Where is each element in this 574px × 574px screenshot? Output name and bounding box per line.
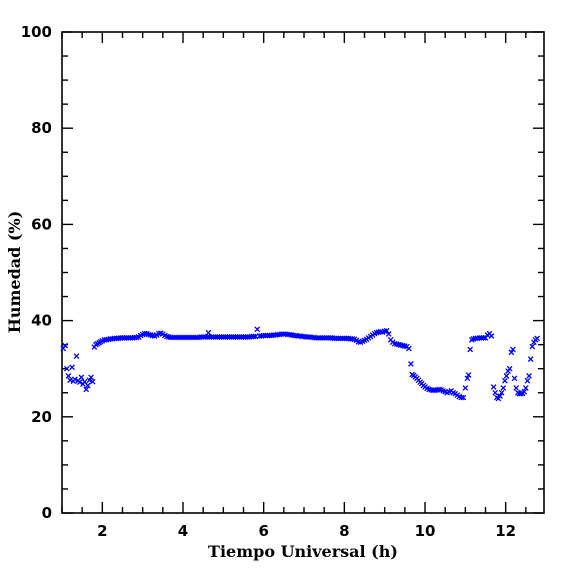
data-point xyxy=(497,393,503,399)
tick-labels: 2 4 6 8 10 12 0 20 40 60 80 100 xyxy=(21,23,516,540)
y-tick-label: 60 xyxy=(31,215,52,233)
data-point xyxy=(88,374,94,381)
x-tick-label: 6 xyxy=(258,522,268,540)
data-point xyxy=(513,385,520,391)
data-point xyxy=(89,378,96,385)
data-point xyxy=(524,377,531,384)
data-point xyxy=(492,389,499,396)
data-point xyxy=(529,343,536,350)
data-point xyxy=(522,385,529,391)
data-point xyxy=(406,345,412,352)
data-point xyxy=(383,327,390,334)
data-point xyxy=(205,329,212,336)
data-point xyxy=(526,373,532,379)
y-tick-label: 80 xyxy=(31,119,52,137)
data-point xyxy=(67,377,73,384)
data-point xyxy=(465,372,472,378)
data-point xyxy=(490,384,497,390)
data-point xyxy=(506,365,513,372)
data-point xyxy=(83,386,90,393)
axis-ticks xyxy=(61,31,544,514)
data-point xyxy=(458,394,465,401)
x-tick-label: 10 xyxy=(415,522,436,540)
data-point xyxy=(498,389,505,396)
y-axis-label: Humedad (%) xyxy=(5,211,24,334)
x-tick-label: 8 xyxy=(339,522,349,540)
data-point xyxy=(510,346,516,353)
data-points xyxy=(60,326,541,402)
data-point xyxy=(527,356,534,362)
data-point xyxy=(69,364,75,371)
data-point xyxy=(503,373,510,379)
data-point xyxy=(462,385,469,391)
data-point xyxy=(480,335,487,341)
data-point xyxy=(508,349,515,356)
plot-frame xyxy=(61,31,545,514)
data-point xyxy=(521,388,528,395)
y-tick-label: 100 xyxy=(21,23,52,41)
y-tick-label: 40 xyxy=(31,312,52,330)
data-point xyxy=(254,326,261,333)
data-point xyxy=(502,377,508,384)
data-point xyxy=(460,394,467,401)
data-point xyxy=(73,353,80,360)
data-point xyxy=(86,377,93,384)
data-point xyxy=(408,361,414,367)
data-point xyxy=(467,346,474,353)
data-point xyxy=(76,379,83,386)
x-tick-label: 4 xyxy=(178,522,188,540)
data-point xyxy=(78,374,85,381)
data-point xyxy=(63,365,70,372)
data-point xyxy=(84,382,91,389)
data-point xyxy=(65,373,72,379)
data-point xyxy=(518,390,524,397)
y-tick-label: 0 xyxy=(42,504,52,522)
data-point xyxy=(250,333,257,340)
data-point xyxy=(511,375,518,382)
x-tick-label: 2 xyxy=(97,522,107,540)
x-axis-label: Tiempo Universal (h) xyxy=(208,542,398,561)
data-point xyxy=(141,330,148,337)
data-point xyxy=(385,331,392,337)
y-tick-label: 20 xyxy=(31,408,52,426)
data-point xyxy=(72,376,78,383)
x-tick-label: 12 xyxy=(495,522,516,540)
data-point xyxy=(62,342,69,349)
data-point xyxy=(464,375,471,382)
data-point xyxy=(534,335,541,342)
data-point xyxy=(500,385,507,391)
data-point xyxy=(488,333,495,339)
